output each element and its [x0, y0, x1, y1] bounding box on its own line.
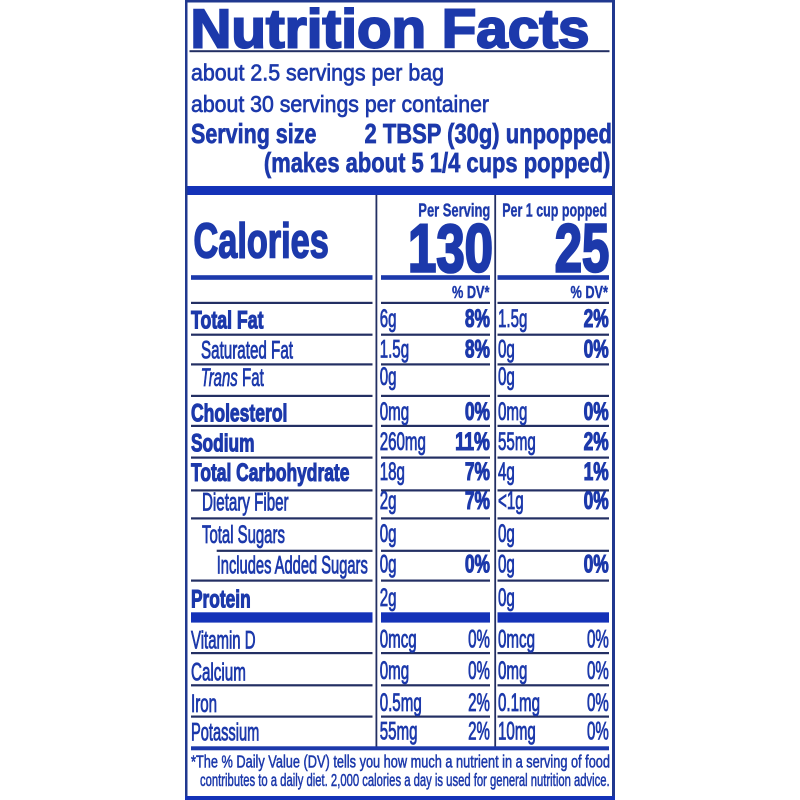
svg-text:2%: 2% — [584, 428, 609, 456]
svg-text:Total Fat: Total Fat — [191, 306, 264, 334]
svg-text:0g: 0g — [380, 520, 397, 548]
svg-text:0%: 0% — [468, 625, 490, 653]
svg-text:2%: 2% — [584, 305, 609, 333]
svg-text:8%: 8% — [465, 305, 490, 333]
svg-text:about 2.5 servings per bag: about 2.5 servings per bag — [191, 59, 444, 85]
svg-text:0%: 0% — [468, 657, 490, 685]
svg-text:55mg: 55mg — [380, 718, 418, 746]
svg-text:1.5g: 1.5g — [498, 305, 527, 333]
svg-text:7%: 7% — [465, 487, 490, 515]
svg-text:Trans: Trans — [201, 364, 238, 392]
svg-text:<1g: <1g — [498, 487, 524, 515]
svg-text:2%: 2% — [468, 689, 490, 717]
svg-text:Iron: Iron — [191, 690, 217, 718]
svg-text:*The % Daily Value (DV) tells: *The % Daily Value (DV) tells you how mu… — [191, 752, 610, 772]
svg-text:Per 1 cup popped: Per 1 cup popped — [502, 199, 607, 220]
svg-text:8%: 8% — [465, 335, 490, 363]
svg-text:1%: 1% — [584, 458, 609, 486]
svg-text:0g: 0g — [380, 363, 397, 391]
svg-text:10mg: 10mg — [498, 718, 536, 746]
svg-text:7%: 7% — [465, 458, 490, 486]
svg-text:Fat: Fat — [242, 364, 264, 392]
svg-text:Cholesterol: Cholesterol — [191, 399, 287, 427]
svg-text:0%: 0% — [465, 550, 490, 578]
svg-text:0%: 0% — [584, 335, 609, 363]
svg-text:260mg: 260mg — [380, 428, 426, 456]
svg-text:2 TBSP (30g) unpopped: 2 TBSP (30g) unpopped — [365, 118, 612, 149]
svg-text:Dietary Fiber: Dietary Fiber — [202, 488, 289, 516]
svg-text:55mg: 55mg — [498, 428, 536, 456]
svg-text:0mg: 0mg — [498, 398, 527, 426]
svg-text:Calories: Calories — [194, 215, 329, 269]
svg-text:Serving size: Serving size — [191, 118, 316, 149]
svg-text:Per Serving: Per Serving — [418, 199, 490, 220]
svg-text:Vitamin D: Vitamin D — [191, 627, 256, 655]
svg-text:0g: 0g — [380, 550, 397, 578]
svg-text:0%: 0% — [465, 398, 490, 426]
svg-text:25: 25 — [555, 210, 610, 286]
svg-text:0g: 0g — [498, 550, 515, 578]
svg-text:0%: 0% — [587, 625, 609, 653]
svg-text:Saturated Fat: Saturated Fat — [201, 337, 293, 365]
svg-text:% DV*: % DV* — [452, 282, 490, 302]
svg-text:0.5mg: 0.5mg — [380, 689, 422, 717]
svg-text:Potassium: Potassium — [191, 719, 259, 747]
svg-text:18g: 18g — [380, 458, 405, 486]
svg-text:0g: 0g — [498, 584, 515, 612]
svg-text:0g: 0g — [498, 335, 515, 363]
svg-text:0%: 0% — [587, 657, 609, 685]
svg-text:6g: 6g — [380, 305, 397, 333]
svg-text:Includes Added Sugars: Includes Added Sugars — [217, 552, 368, 580]
svg-text:0%: 0% — [587, 718, 609, 746]
svg-text:Protein: Protein — [191, 585, 251, 613]
svg-text:Total Sugars: Total Sugars — [202, 521, 285, 549]
svg-text:0g: 0g — [498, 520, 515, 548]
svg-text:contributes to a daily diet. 2: contributes to a daily diet. 2,000 calor… — [200, 770, 610, 790]
svg-text:0mcg: 0mcg — [498, 625, 535, 653]
svg-text:Total Carbohydrate: Total Carbohydrate — [191, 459, 349, 487]
svg-text:Sodium: Sodium — [191, 429, 255, 457]
svg-text:0g: 0g — [498, 363, 515, 391]
svg-text:0mg: 0mg — [498, 657, 527, 685]
svg-text:0%: 0% — [584, 487, 609, 515]
svg-text:11%: 11% — [455, 428, 490, 456]
svg-text:0%: 0% — [587, 689, 609, 717]
svg-text:Calcium: Calcium — [191, 658, 246, 686]
svg-text:(makes about 5 1/4 cups popped: (makes about 5 1/4 cups popped) — [264, 147, 610, 178]
svg-text:about 30 servings per containe: about 30 servings per container — [191, 91, 489, 117]
svg-text:4g: 4g — [498, 458, 515, 486]
svg-text:0mg: 0mg — [380, 657, 409, 685]
svg-text:2%: 2% — [468, 718, 490, 746]
svg-text:1.5g: 1.5g — [380, 335, 409, 363]
svg-text:0mg: 0mg — [380, 398, 409, 426]
svg-text:0%: 0% — [584, 550, 609, 578]
svg-text:0mcg: 0mcg — [380, 625, 417, 653]
svg-text:0%: 0% — [584, 398, 609, 426]
svg-text:% DV*: % DV* — [571, 282, 609, 302]
svg-text:2g: 2g — [380, 584, 397, 612]
svg-text:2g: 2g — [380, 487, 397, 515]
svg-text:Nutrition Facts: Nutrition Facts — [191, 0, 590, 60]
svg-text:130: 130 — [408, 210, 493, 286]
svg-text:0.1mg: 0.1mg — [498, 689, 540, 717]
